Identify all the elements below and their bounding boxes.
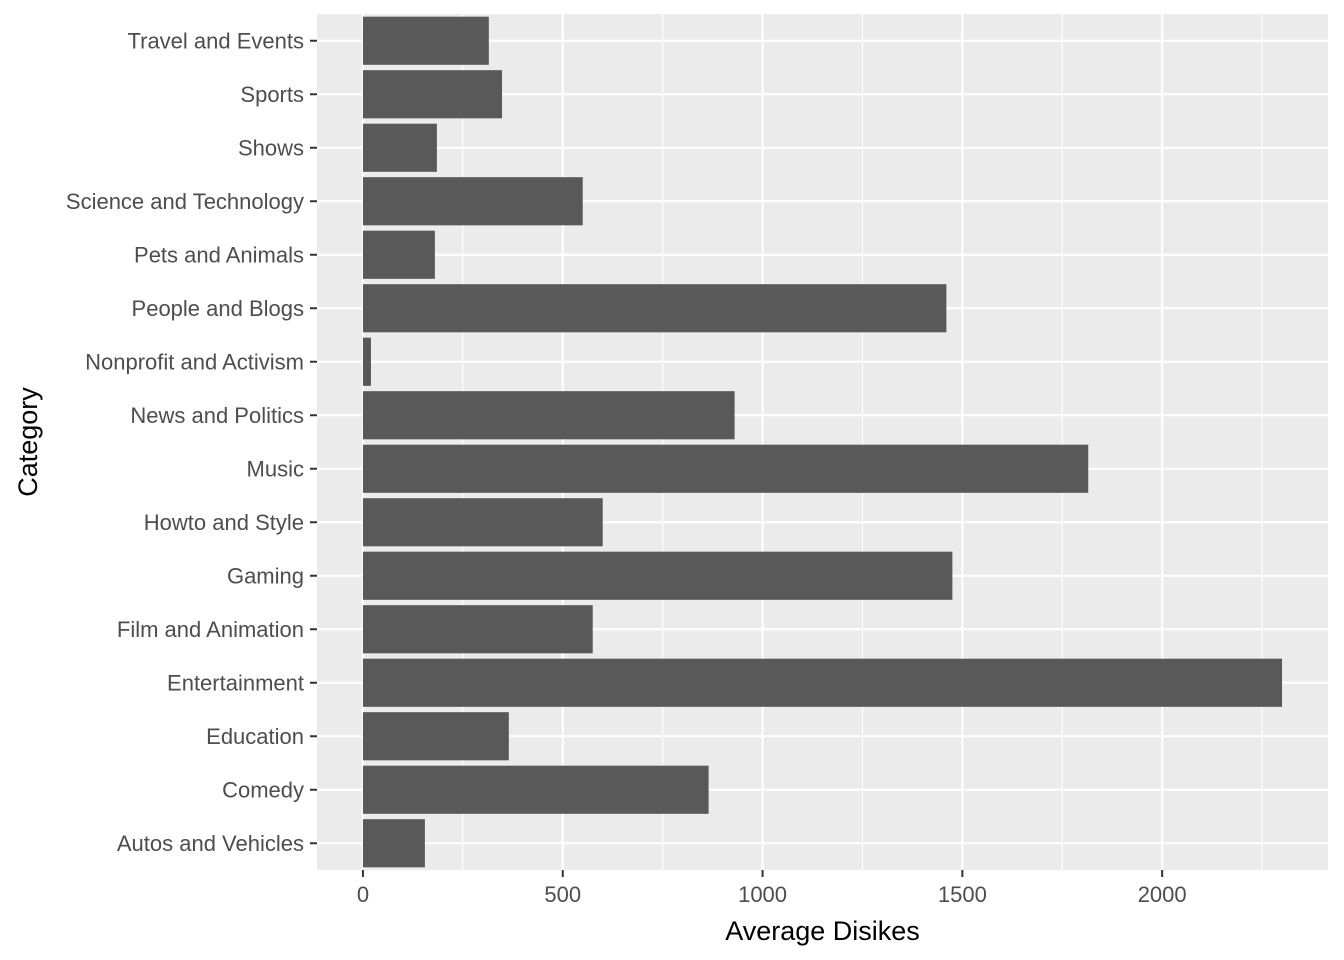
x-axis: 0 500 1000 1500 2000 <box>357 870 1187 907</box>
bar <box>362 70 503 119</box>
bar <box>362 123 437 172</box>
y-tick-label: Entertainment <box>167 670 304 695</box>
bars <box>362 16 1283 868</box>
x-tick-label: 0 <box>357 882 369 907</box>
x-tick-label: 2000 <box>1138 882 1187 907</box>
bar <box>362 177 583 226</box>
y-tick-label: Howto and Style <box>144 510 304 535</box>
major-gridlines <box>317 14 1328 870</box>
bar <box>362 819 425 868</box>
y-tick-label: Nonprofit and Activism <box>85 349 304 374</box>
bar <box>362 498 603 547</box>
y-tick-label: Shows <box>238 135 304 160</box>
y-axis-title: Category <box>13 387 43 497</box>
y-tick-label: People and Blogs <box>132 296 304 321</box>
bar <box>362 284 947 333</box>
y-tick-label: Film and Animation <box>117 617 304 642</box>
y-axis: Autos and Vehicles Comedy Education Enterta… <box>66 28 317 856</box>
y-tick-label: Pets and Animals <box>134 242 304 267</box>
y-tick-label: Science and Technology <box>66 189 304 214</box>
x-axis-title: Average Disikes <box>725 916 920 946</box>
y-tick-label: News and Politics <box>130 403 304 428</box>
y-tick-label: Education <box>206 724 304 749</box>
x-tick-label: 500 <box>544 882 581 907</box>
bar <box>362 391 735 440</box>
bar <box>362 16 489 65</box>
bar <box>362 765 709 814</box>
y-tick-label: Autos and Vehicles <box>117 831 304 856</box>
bar <box>362 444 1089 493</box>
y-tick-label: Travel and Events <box>128 28 305 53</box>
bar <box>362 712 509 761</box>
x-tick-label: 1500 <box>938 882 987 907</box>
bar <box>362 230 435 279</box>
bar <box>362 658 1283 707</box>
bar <box>362 605 593 654</box>
bar <box>362 337 371 386</box>
y-tick-label: Comedy <box>222 777 304 802</box>
y-tick-label: Sports <box>240 82 304 107</box>
bar <box>362 551 953 600</box>
y-tick-label: Gaming <box>227 563 304 588</box>
y-tick-label: Music <box>247 456 304 481</box>
x-tick-label: 1000 <box>738 882 787 907</box>
